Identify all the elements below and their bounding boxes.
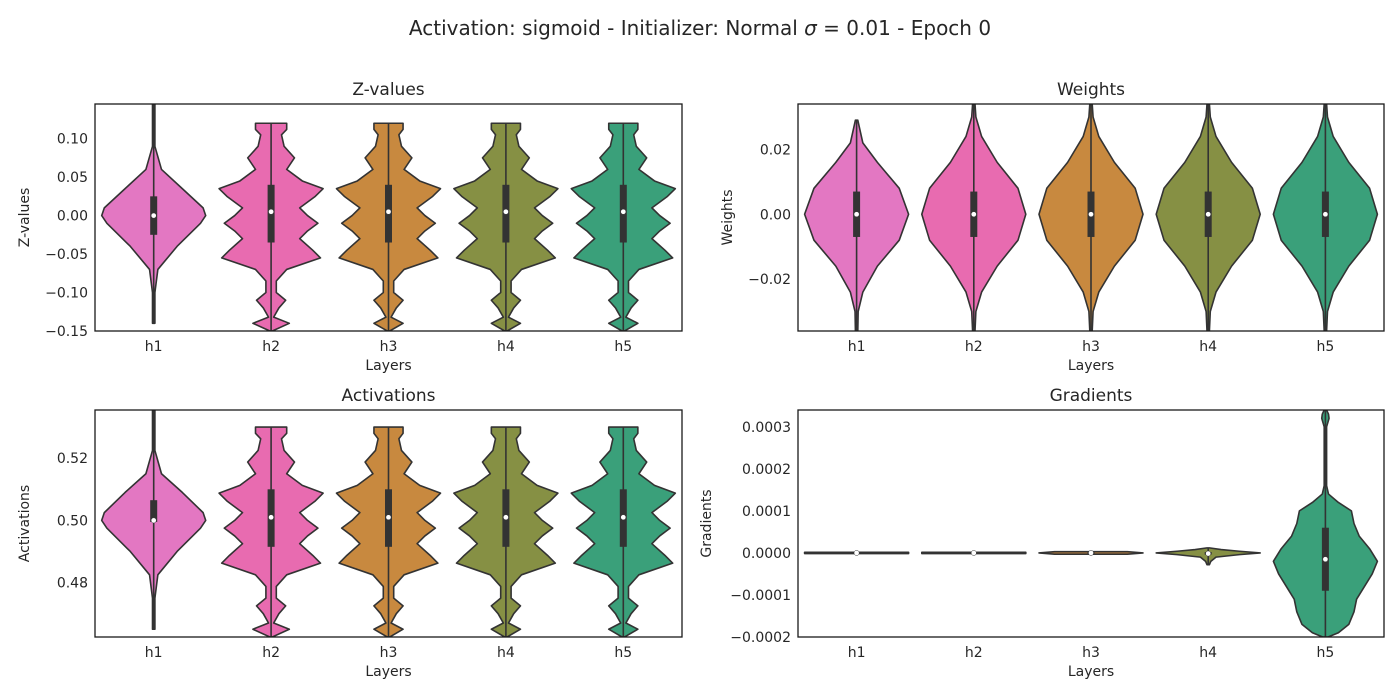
z-values-xtick-label: h5 <box>614 339 632 355</box>
z-values-ytick-label: −0.15 <box>45 324 88 340</box>
weights-title: Weights <box>1057 80 1125 100</box>
gradients-ytick-label: −0.0001 <box>730 588 791 604</box>
gradients-ytick-label: 0.0002 <box>742 462 791 478</box>
z-values-median-h4 <box>503 208 509 215</box>
z-values-ytick-label: −0.10 <box>45 286 88 302</box>
weights-xtick-label: h4 <box>1199 339 1217 355</box>
gradients-violins <box>803 410 1379 637</box>
z-values-median-h5 <box>620 208 627 215</box>
z-values-median-h3 <box>385 208 392 215</box>
weights-xtick-label: h1 <box>848 339 866 355</box>
gradients-xtick-label: h3 <box>1082 645 1100 661</box>
z-values-frame <box>94 103 683 332</box>
z-values-xtick-label: h4 <box>497 339 515 355</box>
gradients-ytick-label: 0.0003 <box>742 420 791 436</box>
activations-ytick-label: 0.48 <box>57 576 88 592</box>
gradients-median-h1 <box>853 550 860 556</box>
activations-xtick-label: h2 <box>262 645 280 661</box>
gradients-median-h3 <box>1088 550 1094 556</box>
gradients-title: Gradients <box>1050 386 1133 406</box>
z-values-xlabel: Layers <box>365 358 411 374</box>
activations-ytick-label: 0.50 <box>57 513 88 529</box>
gradients-xtick-label: h4 <box>1199 645 1217 661</box>
weights-ytick-label: 0.00 <box>760 207 791 223</box>
gradients-ytick-label: 0.0000 <box>742 546 791 562</box>
z-values-xtick-label: h3 <box>380 339 398 355</box>
weights-frame <box>797 103 1385 332</box>
gradients-xtick-label: h5 <box>1317 645 1335 661</box>
z-values-violins <box>100 104 677 331</box>
activations-frame <box>94 409 683 638</box>
gradients-panel: Gradients 0.0003 0.0002 0.0001 0.0000 −0.0001… <box>699 386 1385 680</box>
gradients-frame <box>797 409 1385 638</box>
activations-median-h5 <box>620 514 627 521</box>
z-values-ytick-label: −0.05 <box>45 247 88 263</box>
weights-median-h4 <box>1205 211 1212 218</box>
weights-violins <box>803 104 1379 331</box>
activations-xtick-label: h4 <box>497 645 515 661</box>
z-values-ytick-label: 0.10 <box>57 132 88 148</box>
activations-median-h3 <box>385 514 392 521</box>
figure-title-sigma: σ <box>804 16 818 40</box>
activations-median-h1 <box>150 517 157 524</box>
activations-ytick-label: 0.52 <box>57 451 88 467</box>
activations-xtick-label: h3 <box>380 645 398 661</box>
activations-violins <box>100 410 677 637</box>
z-values-ytick-label: 0.00 <box>57 209 88 225</box>
activations-panel: Activations 0.52 0.50 0.48 h1 h2 h3 h4 h5 Layers A… <box>17 386 683 680</box>
weights-xtick-label: h5 <box>1317 339 1335 355</box>
gradients-ytick-label: −0.0002 <box>730 630 791 646</box>
gradients-xtick-label: h1 <box>848 645 866 661</box>
gradients-xtick-label: h2 <box>965 645 983 661</box>
figure-title-rest: = 0.01 - Epoch 0 <box>817 16 991 40</box>
weights-median-h1 <box>853 211 860 218</box>
z-values-median-h2 <box>268 208 274 215</box>
z-values-median-h1 <box>150 212 157 219</box>
activations-xtick-label: h5 <box>614 645 632 661</box>
activations-median-h4 <box>503 514 509 521</box>
gradients-ylabel: Gradients <box>699 489 715 557</box>
activations-iqr-h1 <box>150 500 158 522</box>
weights-ytick-label: 0.02 <box>760 142 791 158</box>
z-values-xtick-label: h1 <box>145 339 163 355</box>
activations-xlabel: Layers <box>365 664 411 680</box>
gradients-median-h2 <box>970 550 977 556</box>
gradients-median-h5 <box>1322 556 1329 563</box>
activations-ylabel: Activations <box>17 485 33 562</box>
z-values-ylabel: Z-values <box>17 188 33 248</box>
weights-median-h3 <box>1088 211 1094 218</box>
gradients-xlabel: Layers <box>1068 664 1114 680</box>
gradients-ytick-label: 0.0001 <box>742 504 791 520</box>
weights-xtick-label: h2 <box>965 339 983 355</box>
z-values-xtick-label: h2 <box>262 339 280 355</box>
figure-title-prefix: Activation: sigmoid - Initializer: Norma… <box>409 16 804 40</box>
z-values-ytick-label: 0.05 <box>57 170 88 186</box>
weights-ylabel: Weights <box>720 189 736 245</box>
figure-title: Activation: sigmoid - Initializer: Norma… <box>409 16 991 40</box>
weights-median-h2 <box>970 211 977 218</box>
weights-ytick-label: −0.02 <box>748 272 791 288</box>
weights-median-h5 <box>1322 211 1329 218</box>
z-values-title: Z-values <box>352 80 424 100</box>
activations-median-h2 <box>268 514 274 521</box>
z-values-panel: Z-values 0.10 0.05 0.00 −0.05 −0.10 −0.15 h1 h2 h… <box>17 80 683 374</box>
weights-xlabel: Layers <box>1068 358 1114 374</box>
weights-xtick-label: h3 <box>1082 339 1100 355</box>
activations-title: Activations <box>342 386 436 406</box>
weights-panel: Weights 0.02 0.00 −0.02 h1 h2 h3 h4 h5 Layers Weig… <box>720 80 1385 374</box>
activations-xtick-label: h1 <box>145 645 163 661</box>
gradients-median-h4 <box>1205 550 1212 557</box>
